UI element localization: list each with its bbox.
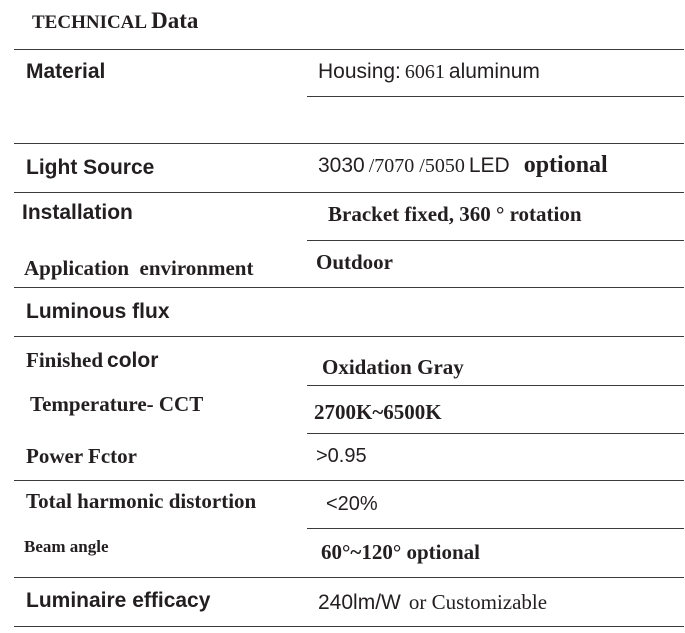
rule-pf-bottom: [14, 480, 684, 481]
value-material: Housing: 6061 aluminum: [318, 60, 540, 84]
rule-flux-bottom: [14, 336, 684, 337]
value-temperature-cct: 2700K~6500K: [314, 400, 442, 424]
label-finished-color-b: color: [107, 349, 159, 372]
rule-application-bottom: [14, 287, 684, 288]
rule-material-value: [307, 96, 684, 97]
value-light-source-b: /7070 /5050: [368, 155, 465, 177]
value-luminaire-efficacy: 240lm/W or Customizable: [318, 590, 547, 615]
title-data: Data: [151, 8, 199, 33]
rule-top: [14, 49, 684, 50]
rule-light-source-bottom: [14, 192, 684, 193]
label-material: Material: [26, 60, 106, 83]
value-light-source-a: 3030: [318, 154, 365, 177]
value-material-a: Housing:: [318, 60, 401, 83]
label-thd: Total harmonic distortion: [26, 489, 257, 513]
rule-installation-bottom: [307, 240, 684, 241]
label-application-environment: Application environment: [24, 256, 254, 280]
rule-bottom: [14, 626, 684, 627]
label-luminous-flux: Luminous flux: [26, 300, 170, 323]
label-temperature-cct: Temperature- CCT: [30, 392, 204, 416]
value-material-b: 6061: [404, 61, 445, 83]
label-finished-color: Finished color: [26, 348, 158, 373]
title-technical: TECHNICAL: [32, 12, 148, 33]
label-finished-color-a: Finished: [26, 348, 104, 372]
value-material-c: aluminum: [448, 60, 540, 83]
value-luminaire-efficacy-a: 240lm/W: [318, 591, 401, 614]
label-installation: Installation: [22, 201, 133, 224]
rule-beam-bottom: [14, 577, 684, 578]
label-light-source: Light Source: [26, 156, 155, 179]
value-installation: Bracket fixed, 360 ° rotation: [328, 202, 582, 226]
table-title: TECHNICAL Data: [32, 8, 198, 34]
label-beam-angle: Beam angle: [24, 537, 109, 556]
value-thd: <20%: [326, 493, 378, 515]
value-luminaire-efficacy-b: or Customizable: [408, 590, 548, 614]
label-power-factor: Power Fctor: [26, 444, 137, 468]
rule-color-bottom: [307, 385, 684, 386]
value-beam-angle: 60°~120° optional: [321, 540, 480, 564]
value-light-source-c: LED: [468, 154, 510, 177]
rule-light-source-top: [14, 143, 684, 144]
value-light-source: 3030 /7070 /5050 LED optional: [318, 152, 608, 179]
rule-temp-bottom: [307, 433, 684, 434]
value-light-source-d: optional: [523, 152, 608, 178]
label-luminaire-efficacy: Luminaire efficacy: [26, 589, 211, 612]
rule-thd-bottom: [307, 528, 684, 529]
value-power-factor: >0.95: [316, 445, 367, 467]
value-application-environment: Outdoor: [316, 250, 394, 274]
value-finished-color: Oxidation Gray: [322, 355, 464, 379]
